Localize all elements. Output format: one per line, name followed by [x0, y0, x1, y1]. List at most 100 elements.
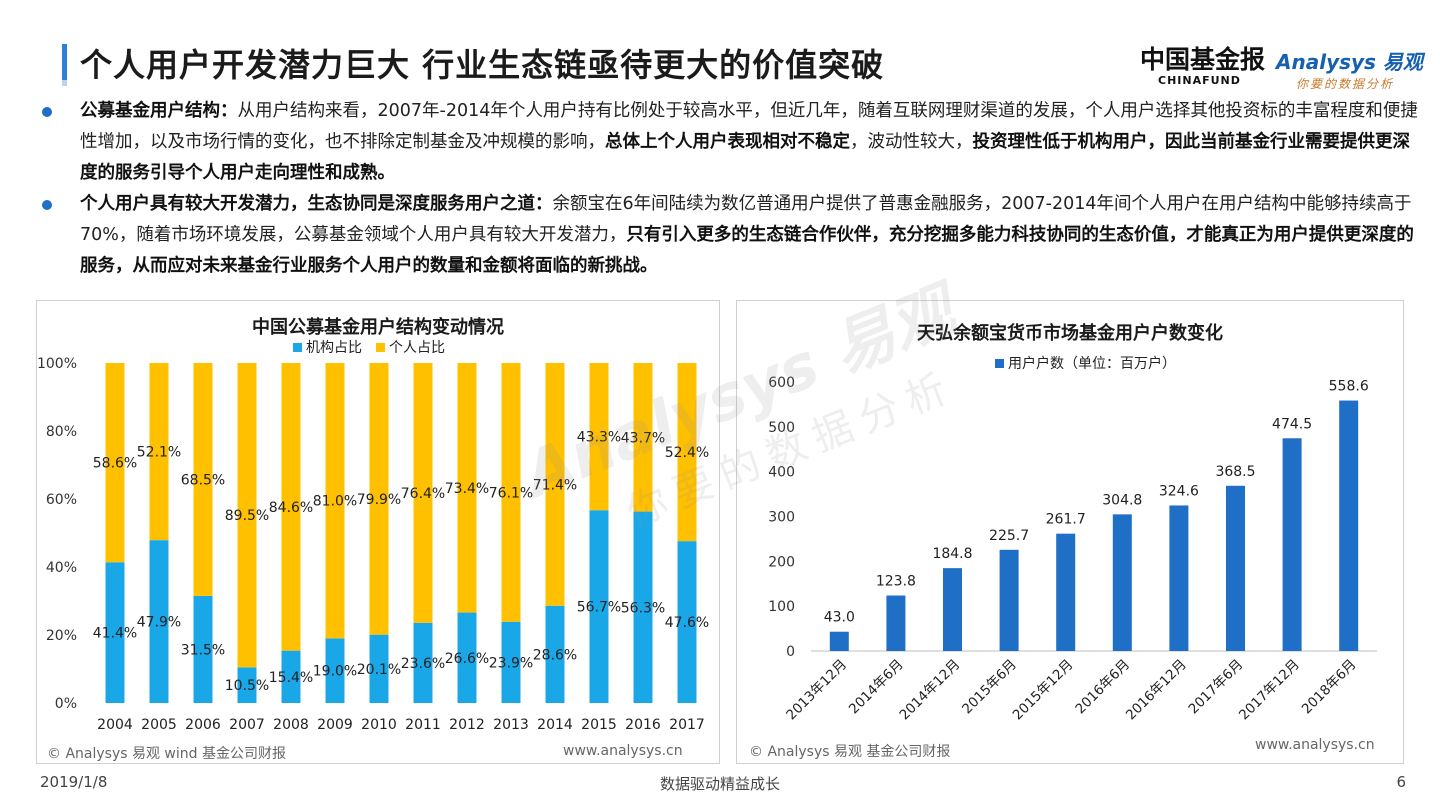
bar-individual [325, 363, 345, 639]
y-tick-label: 60% [46, 492, 77, 508]
bar-institution [677, 541, 697, 703]
legend-item: 个人占比 [376, 337, 445, 357]
y-tick-label: 600 [768, 375, 795, 391]
x-tick-label: 2014年12月 [896, 657, 963, 724]
title-accent-bar [62, 44, 67, 80]
x-tick-label: 2015年6月 [959, 657, 1020, 718]
bullet-bold: 总体上个人用户表现相对不稳定 [605, 132, 850, 152]
analysys-logo: Analysys 易观 你要的数据分析 [1276, 46, 1426, 92]
y-tick-label: 100 [768, 599, 795, 615]
data-label: 20.1% [357, 662, 401, 678]
chinafund-logo-en: CHINAFUND [1158, 74, 1241, 87]
bar-individual [281, 363, 301, 651]
data-label: 47.6% [665, 615, 709, 631]
data-label: 81.0% [313, 494, 357, 510]
data-label: 558.6 [1329, 379, 1369, 395]
bar-users [1226, 485, 1245, 651]
chart-title: 中国公募基金用户结构变动情况 [252, 317, 504, 338]
analysys-logo-slogan: 你要的数据分析 [1296, 77, 1395, 91]
chart-title: 天弘余额宝货币市场基金用户户数变化 [917, 323, 1223, 344]
bar-institution [325, 638, 345, 703]
x-tick-label: 2016年12月 [1123, 657, 1190, 724]
data-label: 76.4% [401, 486, 445, 502]
x-tick-label: 2006 [185, 717, 221, 733]
fund-structure-chart-panel: 中国公募基金用户结构变动情况 机构占比 个人占比 0% 20% 40% 60% 80% 1… [36, 300, 720, 764]
bar-institution [237, 667, 257, 703]
bar-institution [457, 612, 477, 703]
x-tick-label: 2017年6月 [1186, 657, 1247, 718]
page-number: 6 [1396, 773, 1406, 791]
bar-individual [193, 363, 213, 596]
y-tick-label: 300 [768, 510, 795, 526]
bar-institution [633, 511, 653, 703]
bullet-lead: 公募基金用户结构： [80, 101, 238, 121]
bullet-bold: 投资理性低于机构用户，因此当前基金行业需要提供更深度的服务引导个人用户走向理性和… [80, 132, 1410, 183]
bar-users [1339, 400, 1359, 651]
data-label: 474.5 [1272, 416, 1312, 432]
data-label: 31.5% [181, 642, 225, 658]
x-tick-label: 2005 [141, 717, 177, 733]
footer-date: 2019/1/8 [40, 773, 108, 791]
x-tick-label: 2007 [229, 717, 265, 733]
copyright-text: © Analysys 易观 wind 基金公司财报 [47, 746, 286, 762]
data-label: 52.4% [665, 445, 709, 461]
bullet-bold: 只有引入更多的生态链合作伙伴，充分挖掘多能力科技协同的生态价值，才能真正为用户提… [80, 225, 1414, 276]
bar-institution [193, 595, 213, 703]
x-tick-label: 2008 [273, 717, 309, 733]
x-tick-label: 2018年6月 [1299, 657, 1360, 718]
x-tick-label: 2014年6月 [846, 657, 907, 718]
data-label: 23.9% [489, 655, 533, 671]
legend-item: 用户户数（单位：百万户） [995, 353, 1176, 373]
data-label: 15.4% [269, 670, 313, 686]
bar-individual [237, 363, 257, 668]
bar-users [1282, 438, 1302, 651]
data-label: 79.9% [357, 492, 401, 508]
legend-label: 机构占比 [306, 340, 362, 356]
data-label: 28.6% [533, 647, 577, 663]
bar-institution [501, 621, 521, 703]
bullet-text: ，波动性较大， [850, 132, 973, 152]
bar-users [886, 595, 906, 651]
data-label: 304.8 [1102, 492, 1142, 508]
data-label: 43.0 [824, 610, 855, 626]
analysys-logo-text: Analysys 易观 [1276, 50, 1423, 74]
x-tick-label: 2013 [493, 717, 529, 733]
x-tick-label: 2017年12月 [1236, 657, 1303, 724]
yuebao-users-chart-panel: 天弘余额宝货币市场基金用户户数变化 用户户数（单位：百万户） 0 100 200 30… [736, 300, 1404, 764]
data-label: 324.6 [1159, 483, 1199, 499]
data-label: 225.7 [989, 528, 1029, 544]
bar-users [1169, 505, 1189, 651]
data-label: 73.4% [445, 481, 489, 497]
y-tick-label: 0 [786, 644, 795, 660]
copyright-text: © Analysys 易观 基金公司财报 [749, 744, 951, 760]
website-text: www.analysys.cn [563, 743, 683, 759]
data-label: 52.1% [137, 445, 181, 461]
data-label: 10.5% [225, 678, 269, 694]
bullet-dot-icon [42, 107, 52, 117]
data-label: 123.8 [876, 573, 916, 589]
bar-individual [633, 363, 653, 512]
data-label: 68.5% [181, 472, 225, 488]
page-title: 个人用户开发潜力巨大 行业生态链亟待更大的价值突破 [80, 46, 885, 84]
footer-slogan: 数据驱动精益成长 [659, 775, 780, 793]
bar-individual [369, 363, 389, 635]
bullet-item: 个人用户具有较大开发潜力，生态协同是深度服务用户之道：余额宝在6年间陆续为数亿普… [40, 189, 1420, 282]
bar-individual [589, 363, 609, 511]
data-label: 261.7 [1046, 512, 1086, 528]
bar-users [999, 549, 1019, 651]
bar-users [943, 568, 962, 651]
bar-individual [149, 363, 169, 541]
y-tick-label: 20% [46, 628, 77, 644]
bar-individual [677, 363, 697, 542]
bar-users [1112, 514, 1132, 651]
bullet-list: 公募基金用户结构：从用户结构来看，2007年-2014年个人用户持有比例处于较高… [40, 96, 1420, 282]
bar-individual [501, 363, 521, 622]
x-tick-label: 2009 [317, 717, 353, 733]
data-label: 56.3% [621, 600, 665, 616]
bar-users [1056, 533, 1076, 651]
x-tick-label: 2014 [537, 717, 573, 733]
chinafund-logo-cn: 中国基金报 [1140, 45, 1266, 74]
data-label: 41.4% [93, 626, 137, 642]
chinafund-logo: 中国基金报 CHINAFUND [1140, 46, 1280, 92]
legend-swatch-icon [995, 358, 1004, 368]
